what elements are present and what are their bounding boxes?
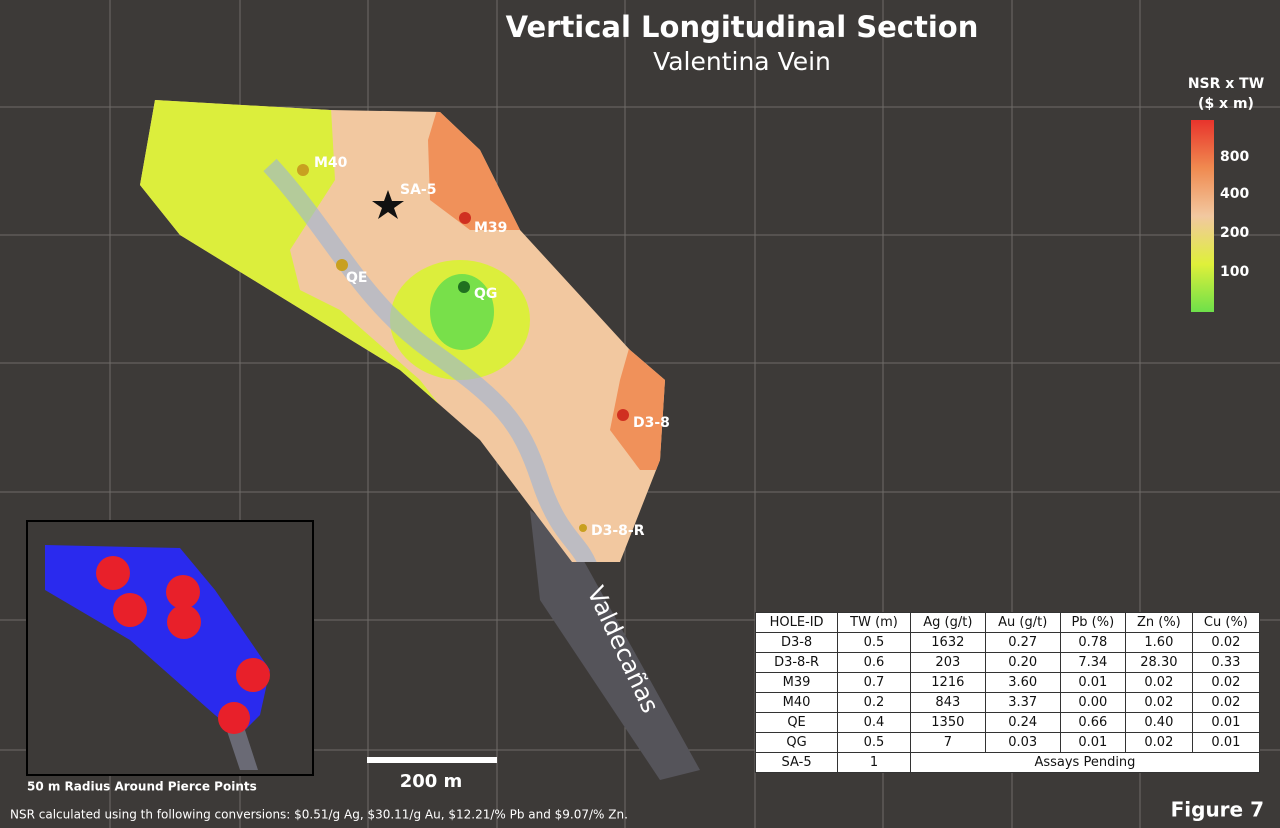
table-cell: Ag (g/t): [909, 612, 986, 633]
inset-circles: [96, 556, 270, 734]
table-cell: 0.40: [1124, 712, 1193, 733]
table-cell: QG: [754, 732, 839, 753]
table-cell: 3.37: [984, 692, 1061, 713]
title: Vertical Longitudinal Section: [506, 10, 979, 44]
vein: [140, 100, 665, 562]
table-cell: Assays Pending: [909, 752, 1261, 773]
hole-label: SA-5: [400, 182, 436, 198]
hole: [459, 212, 471, 224]
table-cell: 0.5: [837, 732, 911, 753]
legend-title: ($ x m): [1198, 96, 1254, 112]
table-cell: Zn (%): [1124, 612, 1193, 633]
table-row: M40 0.2 843 3.37 0.00 0.02 0.02: [754, 692, 1261, 713]
hole: [297, 164, 309, 176]
table-cell: Au (g/t): [984, 612, 1061, 633]
table-cell: 0.24: [984, 712, 1061, 733]
table-cell: 7.34: [1059, 652, 1126, 673]
figure-label: Figure 7: [1171, 798, 1264, 822]
table-cell: 0.4: [837, 712, 911, 733]
table-cell: HOLE-ID: [754, 612, 839, 633]
hole-label: D3-8-R: [591, 523, 645, 539]
inset-structure: [225, 725, 258, 770]
table-cell: 0.20: [984, 652, 1061, 673]
table-cell: 0.27: [984, 632, 1061, 653]
table-cell: 0.02: [1191, 672, 1261, 693]
table-cell: TW (m): [837, 612, 911, 633]
hole: [458, 281, 470, 293]
table-cell: M40: [754, 692, 839, 713]
table-cell: 1: [837, 752, 911, 773]
table-cell: 1216: [909, 672, 986, 693]
assay-table: HOLE-ID TW (m) Ag (g/t) Au (g/t) Pb (%) Zn (%…: [754, 612, 1261, 773]
table-cell: M39: [754, 672, 839, 693]
hole-label: M39: [474, 220, 507, 236]
table-cell: 7: [909, 732, 986, 753]
hole-label: QE: [346, 270, 367, 286]
table-cell: 0.01: [1191, 712, 1261, 733]
table-row: QG 0.5 7 0.03 0.01 0.02 0.01: [754, 732, 1261, 753]
table-cell: 1.60: [1124, 632, 1193, 653]
table-cell: 0.7: [837, 672, 911, 693]
hole: [617, 409, 629, 421]
table-cell: 0.01: [1191, 732, 1261, 753]
table-cell: 843: [909, 692, 986, 713]
table-cell: 0.00: [1059, 692, 1126, 713]
scale-label: 200 m: [400, 771, 463, 792]
table-cell: 0.02: [1191, 692, 1261, 713]
table-cell: D3-8-R: [754, 652, 839, 673]
legend-bar: [1191, 120, 1214, 312]
table-cell: 0.01: [1059, 732, 1126, 753]
table-row: HOLE-ID TW (m) Ag (g/t) Au (g/t) Pb (%) Zn (%…: [754, 612, 1261, 633]
table-cell: 0.6: [837, 652, 911, 673]
table-cell: 3.60: [984, 672, 1061, 693]
footnote: NSR calculated using th following conver…: [10, 808, 628, 822]
legend-title: NSR x TW: [1188, 76, 1264, 92]
table-cell: 0.78: [1059, 632, 1126, 653]
table-cell: Cu (%): [1191, 612, 1261, 633]
table-cell: 0.66: [1059, 712, 1126, 733]
legend-label: 800: [1220, 149, 1249, 165]
inset-caption: 50 m Radius Around Pierce Points: [27, 780, 257, 794]
table-row: D3-8 0.5 1632 0.27 0.78 1.60 0.02: [754, 632, 1261, 653]
table-cell: 1350: [909, 712, 986, 733]
table-cell: 0.03: [984, 732, 1061, 753]
star: [372, 190, 404, 219]
table-cell: 1632: [909, 632, 986, 653]
table-cell: 0.02: [1124, 692, 1193, 713]
hole-label: M40: [314, 155, 348, 171]
table-row: D3-8-R 0.6 203 0.20 7.34 28.30 0.33: [754, 652, 1261, 673]
table-cell: QE: [754, 712, 839, 733]
scale-bar: [367, 757, 497, 763]
table-cell: 0.2: [837, 692, 911, 713]
table-cell: 0.01: [1059, 672, 1126, 693]
legend-label: 200: [1220, 225, 1249, 241]
hole-label: QG: [474, 286, 497, 302]
table-cell: 0.5: [837, 632, 911, 653]
hole-label: D3-8: [633, 415, 670, 431]
hole: [579, 524, 587, 532]
table-cell: 203: [909, 652, 986, 673]
table-row: SA-5 1 Assays Pending: [754, 752, 1261, 773]
table-cell: 0.02: [1191, 632, 1261, 653]
hole: [336, 259, 348, 271]
table-cell: Pb (%): [1059, 612, 1126, 633]
subtitle: Valentina Vein: [653, 47, 831, 76]
structure: [530, 510, 700, 780]
legend-label: 100: [1220, 264, 1249, 280]
table-cell: 0.02: [1124, 672, 1193, 693]
table-row: QE 0.4 1350 0.24 0.66 0.40 0.01: [754, 712, 1261, 733]
table-cell: D3-8: [754, 632, 839, 653]
table-cell: 28.30: [1124, 652, 1193, 673]
table-row: M39 0.7 1216 3.60 0.01 0.02 0.02: [754, 672, 1261, 693]
table-cell: SA-5: [754, 752, 839, 773]
table-cell: 0.33: [1191, 652, 1261, 673]
legend-label: 400: [1220, 186, 1249, 202]
inset-vein: [45, 545, 270, 735]
table-cell: 0.02: [1124, 732, 1193, 753]
